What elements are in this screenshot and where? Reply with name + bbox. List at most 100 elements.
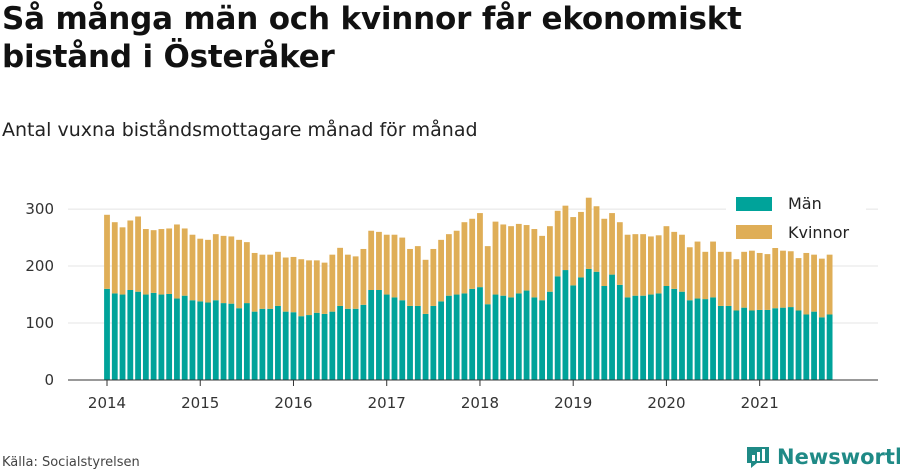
x-tick-label: 2021 [741,394,779,412]
bar-men [391,297,398,380]
bar-women [142,229,149,295]
bar-men [360,304,367,380]
bar-women [150,230,157,293]
bar-men [127,289,134,380]
bar-men [648,294,654,380]
source-note: Källa: Socialstyrelsen [2,455,140,470]
bar-men [236,308,242,380]
bar-men [733,310,740,380]
bar-men [189,300,196,380]
bar-women [104,214,110,289]
bar-men [655,293,662,380]
newsworthy-logo-icon [747,447,769,468]
bar-women [702,251,709,300]
x-tick-label: 2016 [274,394,312,412]
bar-men [212,300,219,380]
bar-men [671,288,678,380]
bar-men [368,289,375,380]
bar-men [686,300,693,380]
bar-women [236,239,242,309]
bar-women [376,231,382,290]
bar-men [578,277,584,380]
bar-men [624,297,631,380]
bar-men [523,290,530,380]
bar-women [725,251,732,306]
bar-men [601,286,608,380]
bar-men [205,302,211,380]
bar-men [616,284,623,380]
bar-women [632,234,639,296]
bar-men [251,311,258,380]
bar-men [461,293,468,380]
bar-men [826,314,833,380]
bar-women [593,206,600,272]
bar-women [756,252,763,310]
bar-men [469,288,476,380]
bar-women [135,216,141,292]
bar-men [135,291,141,380]
bar-men [383,294,390,380]
chart-title: Så många män och kvinnor får ekonomiskt … [2,1,742,75]
bar-women [539,235,546,301]
axes: 0 100 200 300 2014 2015 2016 2017 2018 2019 2020 20… [25,200,878,412]
bar-men [508,297,514,380]
bar-women [212,234,219,301]
bar-men [166,293,173,380]
bar-men [780,307,786,380]
bar-women [243,242,250,304]
bar-men [554,276,561,380]
bar-women [492,221,499,295]
brand-logo[interactable]: Newsworthy [745,442,900,472]
bar-women [181,228,188,296]
bar-men [321,313,328,380]
bar-men [414,305,421,380]
bar-men [352,308,359,380]
bar-men [376,289,382,380]
y-tick-label: 300 [25,200,54,218]
bar-women [111,222,118,294]
bar-men [453,294,460,380]
bar-women [484,246,491,305]
bar-men [492,294,499,380]
bar-women [306,260,312,316]
bar-women [461,222,468,294]
bar-women [508,226,514,298]
bar-women [399,237,406,301]
bar-women [267,254,274,309]
bar-women [430,248,437,306]
bar-women [663,226,670,286]
bar-women [368,230,375,290]
bar-men [694,298,701,380]
bar-men [275,305,281,380]
bar-women [585,197,592,269]
bar-men [702,299,709,380]
bar-men [197,301,204,380]
bar-women [648,236,654,295]
bar-women [780,250,786,308]
bar-men [749,310,755,380]
bar-women [445,234,452,296]
bar-women [453,230,460,295]
bar-men [477,287,483,380]
bar-women [749,250,755,311]
bar-men [484,304,491,380]
x-tick-label: 2018 [461,394,499,412]
x-tick-label: 2020 [647,394,685,412]
bar-men [298,316,305,380]
bar-women [205,239,211,303]
bar-women [383,234,390,295]
bar-men [174,298,180,380]
legend-swatch-women [736,225,772,239]
bar-women [578,211,584,278]
bar-men [515,293,522,380]
bar-women [275,251,281,306]
bar-women [469,218,476,289]
bar-women [407,248,413,306]
bar-women [826,254,833,315]
bar-women [818,258,825,318]
bar-women [523,225,530,291]
bar-women [360,248,367,305]
y-tick-label: 200 [25,257,54,275]
bar-women [546,226,553,292]
